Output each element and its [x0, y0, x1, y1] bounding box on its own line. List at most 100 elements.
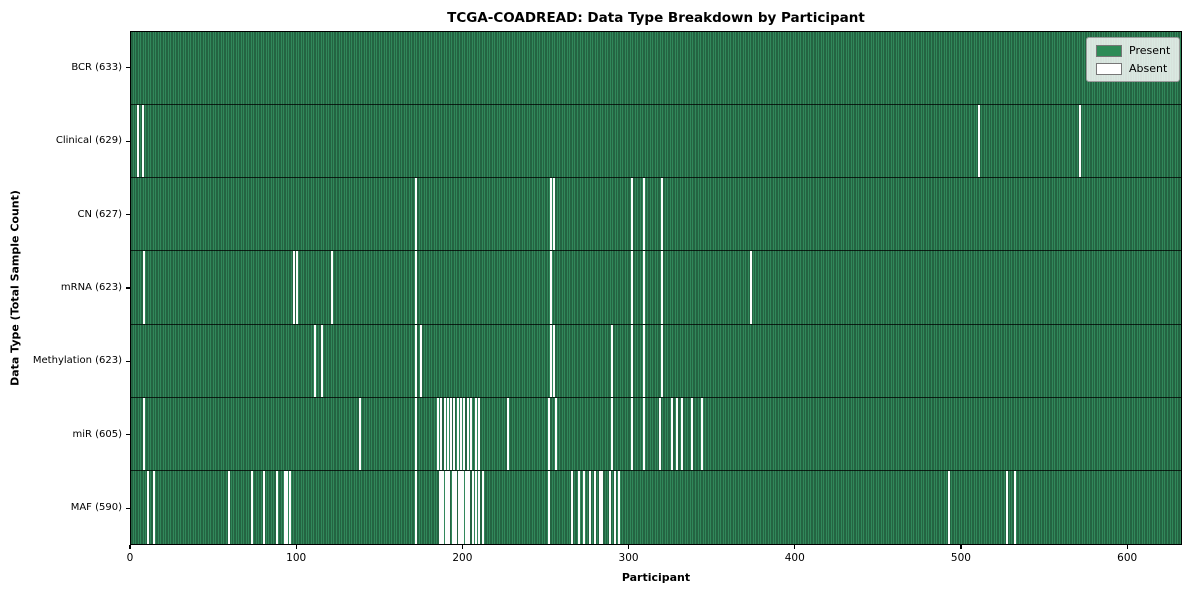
heatmap-row-CN	[131, 178, 1181, 252]
absent-stripe	[227, 470, 230, 544]
absent-stripe	[577, 470, 580, 544]
xtick-mark	[295, 545, 297, 549]
heatmap-row-MAF	[131, 470, 1181, 544]
heatmap-row-mRNA	[131, 251, 1181, 325]
absent-stripe	[614, 470, 617, 544]
legend-item-present: Present	[1096, 44, 1170, 57]
absent-stripe	[420, 324, 423, 397]
absent-stripe	[415, 178, 418, 251]
absent-stripe	[455, 470, 458, 544]
ytick-mark	[126, 140, 130, 142]
absent-stripe	[589, 470, 592, 544]
ytick-mark	[126, 434, 130, 436]
xtick-mark	[794, 545, 796, 549]
absent-stripe	[460, 397, 463, 470]
absent-stripe	[146, 470, 149, 544]
ytick-mark	[126, 67, 130, 69]
absent-stripe	[977, 105, 980, 178]
absent-stripe	[453, 397, 456, 470]
absent-stripe	[468, 470, 471, 544]
absent-stripe	[460, 470, 463, 544]
absent-stripe	[630, 324, 633, 397]
absent-stripe	[642, 178, 645, 251]
absent-stripe	[611, 324, 614, 397]
absent-stripe	[549, 324, 552, 397]
ytick-label-MAF: MAF (590)	[70, 502, 122, 514]
absent-stripe	[415, 324, 418, 397]
absent-stripe	[947, 470, 950, 544]
absent-stripe	[143, 397, 146, 470]
absent-stripe	[582, 470, 585, 544]
absent-stripe	[471, 470, 474, 544]
absent-stripe	[470, 397, 473, 470]
absent-stripe	[440, 397, 443, 470]
absent-stripe	[445, 470, 448, 544]
ytick-label-BCR: BCR (633)	[71, 61, 122, 73]
absent-stripe	[549, 178, 552, 251]
xtick-mark	[1126, 545, 1128, 549]
absent-stripe	[436, 397, 439, 470]
absent-stripe	[415, 397, 418, 470]
xtick-mark	[129, 545, 131, 549]
absent-stripe	[594, 470, 597, 544]
absent-stripe	[463, 397, 466, 470]
absent-stripe	[659, 397, 662, 470]
absent-stripe	[320, 324, 323, 397]
xtick-label-200: 200	[452, 552, 473, 564]
absent-stripe	[251, 470, 254, 544]
absent-stripe	[642, 324, 645, 397]
absent-stripe	[440, 470, 443, 544]
heatmap-row-BCR	[131, 32, 1181, 106]
absent-stripe	[475, 470, 478, 544]
absent-stripe	[552, 324, 555, 397]
absent-stripe	[453, 470, 456, 544]
absent-stripe	[289, 470, 292, 544]
absent-stripe	[451, 470, 454, 544]
ytick-mark	[126, 213, 130, 216]
absent-stripe	[700, 397, 703, 470]
absent-stripe	[630, 178, 633, 251]
legend-label-present: Present	[1129, 44, 1171, 57]
absent-stripe	[611, 397, 614, 470]
absent-stripe	[642, 251, 645, 324]
absent-stripe	[448, 470, 451, 544]
absent-stripe	[660, 178, 663, 251]
absent-stripe	[136, 105, 139, 178]
absent-stripe	[466, 397, 469, 470]
absent-stripe	[466, 470, 469, 544]
ytick-mark	[126, 287, 130, 289]
heatmap-row-Clinical	[131, 105, 1181, 179]
absent-stripe	[441, 470, 444, 544]
absent-stripe	[275, 470, 278, 544]
absent-stripe	[481, 470, 484, 544]
absent-stripe	[601, 470, 604, 544]
heatmap-row-miR	[131, 397, 1181, 471]
absent-stripe	[630, 397, 633, 470]
legend-label-absent: Absent	[1129, 62, 1168, 75]
absent-stripe	[599, 470, 602, 544]
ytick-label-miR: miR (605)	[72, 428, 122, 440]
xtick-label-500: 500	[950, 552, 971, 564]
absent-stripe	[358, 397, 361, 470]
absent-stripe	[571, 470, 574, 544]
absent-stripe	[750, 251, 753, 324]
absent-stripe	[292, 251, 295, 324]
absent-stripe	[660, 324, 663, 397]
absent-stripe	[475, 397, 478, 470]
ytick-label-CN: CN (627)	[77, 208, 122, 220]
absent-stripe	[690, 397, 693, 470]
absent-stripe	[153, 470, 156, 544]
absent-stripe	[143, 251, 146, 324]
ytick-mark	[126, 507, 130, 509]
absent-stripe	[446, 470, 449, 544]
absent-stripe	[1014, 470, 1017, 544]
absent-stripe	[609, 470, 612, 544]
absent-stripe	[670, 397, 673, 470]
absent-stripe	[630, 251, 633, 324]
absent-stripe	[680, 397, 683, 470]
x-axis-label: Participant	[621, 571, 691, 584]
legend-item-absent: Absent	[1096, 62, 1170, 75]
absent-stripe	[330, 251, 333, 324]
absent-swatch	[1096, 62, 1122, 75]
